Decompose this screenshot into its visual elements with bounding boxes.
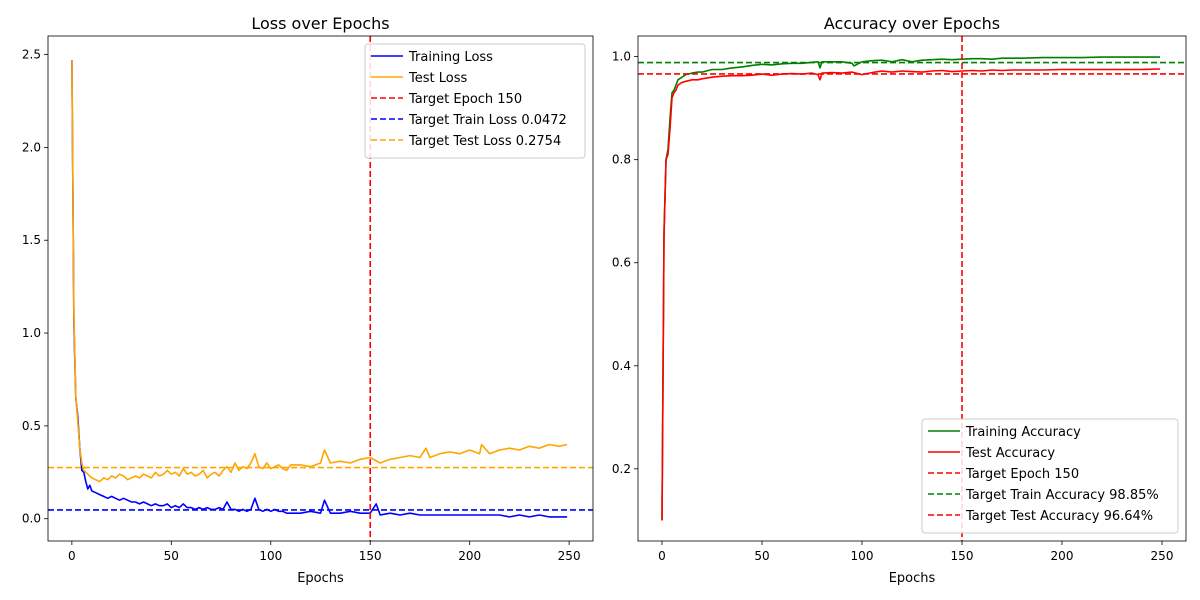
legend: Training Loss Test Loss Target Epoch 150 Ta…	[364, 43, 586, 159]
x-tick-label: 100	[259, 549, 282, 563]
y-tick-label: 1.0	[612, 50, 631, 64]
legend-entry: Target Test Loss 0.2754	[408, 134, 561, 149]
chart-panel-1: Loss over Epochs Epochs 0 50 100 150 200 250 0.0…	[22, 14, 594, 586]
chart-title: Loss over Epochs	[251, 14, 389, 33]
series-line	[661, 68, 1161, 521]
x-tick-label: 150	[951, 549, 974, 563]
legend-entry: Target Epoch 150	[408, 92, 522, 107]
x-tick-label: 0	[68, 549, 76, 563]
legend-entry: Test Loss	[408, 71, 467, 86]
y-tick-label: 0.6	[612, 256, 631, 270]
y-tick-label: 1.5	[22, 233, 41, 247]
x-tick-label: 250	[558, 549, 581, 563]
chart-panel-2: Accuracy over Epochs Epochs 0 50 100 150 200 25…	[612, 14, 1187, 586]
series-line	[71, 60, 568, 483]
y-tick-label: 0.8	[612, 153, 631, 167]
x-tick-label: 0	[658, 549, 666, 563]
x-tick-label: 100	[851, 549, 874, 563]
x-tick-label: 200	[1051, 549, 1074, 563]
chart-title: Accuracy over Epochs	[824, 14, 1000, 33]
y-tick-label: 0.4	[612, 359, 631, 373]
y-tick-label: 2.0	[22, 140, 41, 154]
plot-frame	[47, 35, 594, 542]
x-tick-label: 50	[754, 549, 769, 563]
legend-entry: Test Accuracy	[965, 446, 1055, 461]
y-tick-label: 0.2	[612, 462, 631, 476]
y-tick-label: 0.5	[22, 419, 41, 433]
y-tick-label: 2.5	[22, 48, 41, 62]
y-tick-label: 1.0	[22, 326, 41, 340]
legend-entry: Target Test Accuracy 96.64%	[965, 509, 1153, 524]
legend-entry: Target Train Accuracy 98.85%	[965, 488, 1159, 503]
legend-entry: Training Accuracy	[965, 425, 1081, 440]
x-tick-label: 250	[1151, 549, 1174, 563]
x-tick-label: 150	[359, 549, 382, 563]
x-axis-label: Epochs	[889, 571, 936, 586]
x-axis-label: Epochs	[297, 571, 344, 586]
x-tick-label: 50	[164, 549, 179, 563]
legend-entry: Target Epoch 150	[965, 467, 1079, 482]
legend-entry: Training Loss	[408, 50, 493, 65]
plot-frame	[637, 35, 1187, 542]
legend-box	[921, 418, 1179, 534]
x-tick-label: 200	[458, 549, 481, 563]
legend-box	[364, 43, 586, 159]
legend: Training Accuracy Test Accuracy Target Epo…	[921, 418, 1179, 534]
legend-entry: Target Train Loss 0.0472	[408, 113, 567, 128]
y-tick-label: 0.0	[22, 512, 41, 526]
